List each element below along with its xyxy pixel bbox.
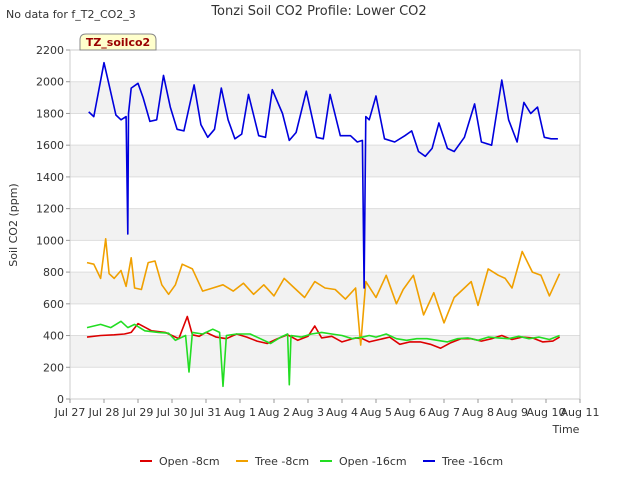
y-tick-label: 800 bbox=[43, 266, 64, 279]
x-tick-label: Aug 9 bbox=[496, 406, 528, 419]
x-axis-ticks: Jul 27 Jul 28 Jul 29 Jul 30 Jul 31 Aug 1 Aug 2… bbox=[54, 399, 600, 419]
y-tick-label: 400 bbox=[43, 330, 64, 343]
y-tick-label: 1000 bbox=[36, 234, 64, 247]
legend-label: Tree -8cm bbox=[254, 455, 309, 468]
x-tick-label: Aug 7 bbox=[428, 406, 460, 419]
x-tick-label: Aug 6 bbox=[394, 406, 426, 419]
y-tick-label: 1600 bbox=[36, 139, 64, 152]
y-tick-label: 1800 bbox=[36, 107, 64, 120]
background-band bbox=[70, 81, 580, 114]
background-band bbox=[70, 145, 580, 177]
legend-item: Tree -16cm bbox=[423, 455, 503, 468]
background-band bbox=[70, 335, 580, 368]
y-tick-label: 1400 bbox=[36, 171, 64, 184]
series-line-open-16cm bbox=[86, 320, 560, 388]
x-tick-label: Jul 28 bbox=[88, 406, 120, 419]
no-data-note: No data for f_T2_CO2_3 bbox=[6, 8, 136, 21]
x-axis-label: Time bbox=[552, 423, 580, 436]
legend-item: Tree -8cm bbox=[236, 455, 309, 468]
legend-label: Tree -16cm bbox=[441, 455, 503, 468]
x-tick-label: Jul 29 bbox=[122, 406, 154, 419]
legend-item: Open -8cm bbox=[140, 455, 220, 468]
y-tick-label: 0 bbox=[57, 393, 64, 406]
badge: TZ_soilco2 bbox=[79, 33, 157, 51]
x-tick-label: Aug 8 bbox=[462, 406, 494, 419]
y-axis-ticks: 0 200 400 600 800 1000 1200 1400 1600 1800 2000 220… bbox=[36, 44, 70, 406]
series-line-open-8cm bbox=[86, 315, 561, 350]
x-tick-label: Aug 11 bbox=[561, 406, 600, 419]
x-tick-label: Aug 3 bbox=[292, 406, 324, 419]
x-tick-label: Aug 1 bbox=[224, 406, 256, 419]
x-tick-label: Jul 27 bbox=[54, 406, 86, 419]
x-tick-label: Jul 31 bbox=[190, 406, 222, 419]
series-lines bbox=[86, 61, 561, 388]
legend: Open -8cm Tree -8cm Open -16cm Tree -16cm bbox=[140, 455, 503, 468]
badge-label: TZ_soilco2 bbox=[86, 36, 150, 49]
plot-frame bbox=[69, 49, 581, 400]
x-tick-label: Aug 4 bbox=[326, 406, 358, 419]
y-tick-label: 200 bbox=[43, 361, 64, 374]
x-tick-label: Aug 10 bbox=[527, 406, 566, 419]
y-tick-label: 2200 bbox=[36, 44, 64, 57]
y-tick-label: 1200 bbox=[36, 203, 64, 216]
legend-item: Open -16cm bbox=[320, 455, 407, 468]
chart-title: Tonzi Soil CO2 Profile: Lower CO2 bbox=[210, 4, 426, 19]
series-line-tree-16cm bbox=[88, 61, 558, 289]
legend-label: Open -8cm bbox=[159, 455, 220, 468]
badge-box bbox=[79, 33, 157, 51]
series-line-tree-8cm bbox=[86, 238, 561, 346]
legend-label: Open -16cm bbox=[339, 455, 407, 468]
background-band bbox=[70, 208, 580, 241]
y-tick-label: 2000 bbox=[36, 76, 64, 89]
x-tick-label: Aug 5 bbox=[360, 406, 392, 419]
y-axis-label: Soil CO2 (ppm) bbox=[7, 183, 20, 266]
x-tick-label: Aug 2 bbox=[258, 406, 290, 419]
x-tick-label: Jul 30 bbox=[156, 406, 188, 419]
y-tick-label: 600 bbox=[43, 298, 64, 311]
